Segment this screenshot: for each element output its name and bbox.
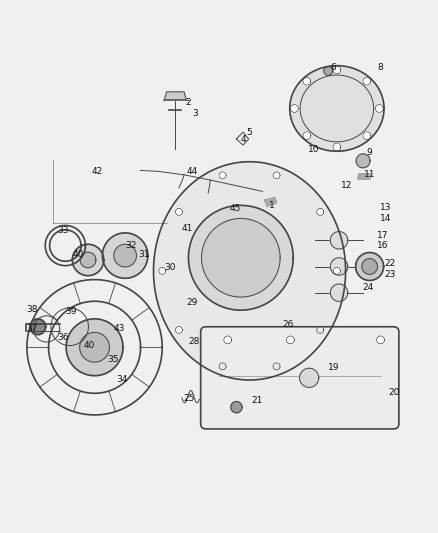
Text: 21: 21 [252, 397, 263, 406]
Text: 42: 42 [92, 167, 103, 176]
Text: 23: 23 [385, 270, 396, 279]
Text: 20: 20 [389, 387, 400, 397]
Polygon shape [324, 67, 332, 75]
Text: 4: 4 [240, 135, 246, 144]
Polygon shape [219, 363, 226, 370]
Polygon shape [333, 66, 341, 74]
Text: 17: 17 [377, 231, 389, 239]
Polygon shape [265, 198, 277, 206]
Text: 37: 37 [26, 324, 38, 333]
Polygon shape [333, 268, 340, 274]
FancyBboxPatch shape [201, 327, 399, 429]
Text: 22: 22 [385, 259, 396, 268]
Polygon shape [80, 333, 110, 362]
Polygon shape [356, 253, 384, 280]
Polygon shape [375, 104, 383, 112]
Polygon shape [273, 363, 280, 370]
Text: 41: 41 [182, 223, 193, 232]
Text: 40: 40 [73, 250, 84, 259]
Text: 10: 10 [308, 145, 320, 154]
Text: 2: 2 [186, 98, 191, 107]
Polygon shape [377, 336, 385, 344]
Text: 3: 3 [192, 109, 198, 118]
Polygon shape [303, 132, 311, 140]
Polygon shape [219, 172, 226, 179]
Polygon shape [114, 244, 137, 267]
Polygon shape [330, 258, 348, 275]
Text: 40: 40 [83, 342, 95, 351]
Text: 12: 12 [341, 181, 352, 190]
Text: 33: 33 [57, 226, 68, 235]
Text: 14: 14 [380, 214, 392, 223]
Polygon shape [72, 244, 104, 276]
Text: 44: 44 [186, 167, 198, 176]
Text: 39: 39 [66, 306, 77, 316]
Polygon shape [330, 284, 348, 302]
Text: 6: 6 [331, 63, 336, 72]
Polygon shape [176, 208, 182, 215]
Text: 24: 24 [363, 283, 374, 292]
Text: 36: 36 [57, 333, 68, 342]
Polygon shape [333, 143, 341, 151]
Polygon shape [286, 336, 294, 344]
Text: 32: 32 [125, 241, 137, 250]
Text: 25: 25 [184, 394, 195, 403]
Text: 9: 9 [367, 148, 372, 157]
Polygon shape [102, 233, 148, 278]
Text: 28: 28 [188, 337, 199, 346]
Text: 30: 30 [164, 263, 176, 272]
Polygon shape [363, 132, 371, 140]
Polygon shape [80, 252, 96, 268]
Text: 8: 8 [378, 63, 383, 72]
Text: 19: 19 [328, 364, 339, 372]
Text: 13: 13 [380, 203, 392, 212]
Text: 35: 35 [108, 354, 119, 364]
Polygon shape [330, 231, 348, 249]
Polygon shape [290, 66, 384, 151]
Polygon shape [300, 368, 319, 387]
Polygon shape [358, 174, 371, 179]
Polygon shape [30, 319, 46, 335]
Polygon shape [290, 104, 298, 112]
Text: 45: 45 [230, 204, 241, 213]
Polygon shape [317, 208, 324, 215]
Polygon shape [176, 326, 182, 333]
Polygon shape [362, 259, 378, 274]
Polygon shape [273, 172, 280, 179]
Polygon shape [363, 77, 371, 85]
Polygon shape [164, 92, 186, 100]
Text: 16: 16 [377, 241, 389, 250]
Text: 26: 26 [283, 320, 293, 329]
Polygon shape [317, 326, 324, 333]
Polygon shape [188, 205, 293, 310]
Polygon shape [66, 319, 123, 376]
Text: 1: 1 [268, 201, 274, 210]
Text: 31: 31 [138, 250, 150, 259]
Polygon shape [356, 154, 370, 168]
Text: 38: 38 [26, 305, 38, 314]
Polygon shape [224, 336, 232, 344]
Polygon shape [201, 219, 280, 297]
Polygon shape [153, 161, 346, 380]
Polygon shape [303, 77, 311, 85]
Text: 29: 29 [186, 298, 198, 307]
Text: 34: 34 [117, 375, 128, 384]
Text: 5: 5 [247, 127, 252, 136]
Text: 43: 43 [114, 324, 125, 333]
Polygon shape [159, 268, 166, 274]
Polygon shape [231, 401, 242, 413]
Text: 11: 11 [364, 171, 375, 179]
